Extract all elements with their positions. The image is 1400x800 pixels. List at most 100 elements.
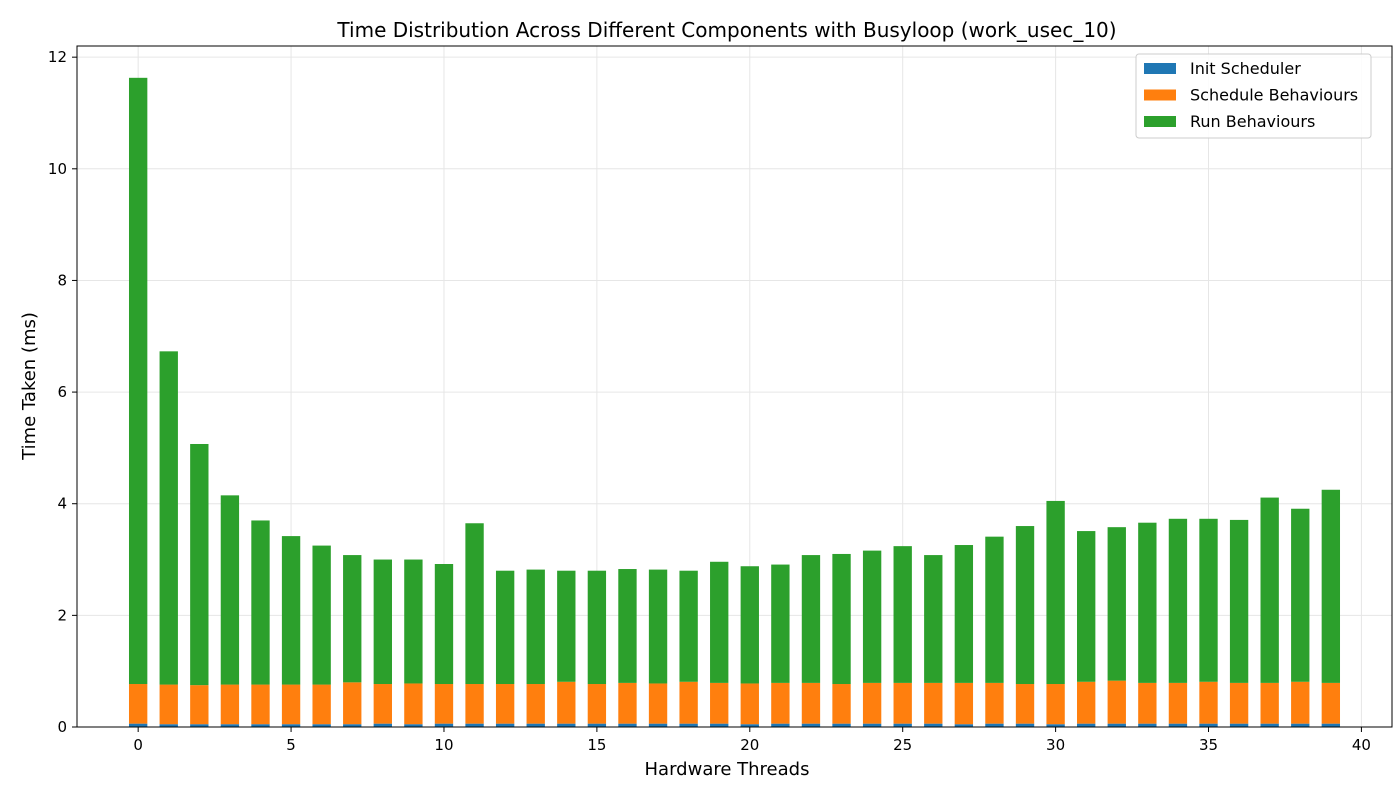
- bar-segment-2: [251, 684, 270, 725]
- x-tick-label: 15: [587, 736, 606, 754]
- bar-segment-1: [801, 723, 821, 727]
- bar-segment-3: [159, 351, 178, 685]
- bar-segment-2: [220, 684, 240, 725]
- x-tick-label: 35: [1199, 736, 1218, 754]
- bar-segment-2: [1321, 682, 1341, 724]
- y-tick-label: 0: [57, 718, 67, 736]
- bar-segment-3: [373, 559, 392, 685]
- bar-segment-2: [526, 684, 545, 724]
- bar-segment-3: [495, 570, 515, 685]
- bar-segment-3: [985, 536, 1004, 683]
- bar-segment-2: [679, 681, 698, 724]
- y-axis-label: Time Taken (ms): [19, 312, 40, 461]
- bar-segment-3: [801, 555, 821, 683]
- bar-segment-1: [312, 724, 331, 727]
- bar-segment-2: [495, 684, 515, 724]
- bar-segment-1: [740, 724, 759, 727]
- bar-segment-1: [128, 723, 148, 727]
- chart-title: Time Distribution Across Different Compo…: [336, 18, 1116, 42]
- bar-segment-1: [954, 724, 974, 727]
- legend-swatch: [1144, 63, 1176, 74]
- bar-segment-2: [128, 684, 148, 724]
- bar-segment-1: [465, 723, 484, 727]
- y-tick-label: 6: [57, 383, 67, 401]
- x-axis-label: Hardware Threads: [645, 759, 810, 780]
- x-tick-label: 0: [133, 736, 143, 754]
- bar-segment-3: [526, 569, 545, 685]
- bar-segment-2: [312, 684, 331, 725]
- bars-layer: [128, 77, 1341, 727]
- bar-segment-2: [465, 684, 484, 724]
- bar-segment-1: [495, 723, 515, 727]
- bar-segment-2: [1138, 682, 1157, 724]
- bar-segment-2: [832, 684, 851, 724]
- bar-segment-3: [557, 570, 576, 682]
- bar-segment-1: [159, 724, 178, 727]
- bar-segment-1: [190, 724, 209, 727]
- bar-segment-1: [1046, 724, 1065, 727]
- bar-segment-3: [679, 570, 698, 682]
- bar-segment-3: [771, 564, 790, 683]
- bar-segment-2: [1168, 682, 1188, 724]
- ticks-layer: 0 5 10 15 20 25 30 35 40 0 2 4 6 8 10 12: [48, 48, 1371, 754]
- bar-segment-2: [190, 685, 209, 725]
- bar-segment-1: [526, 723, 545, 727]
- plot-frame: [76, 45, 1393, 728]
- legend: Init Scheduler Schedule Behaviours Run Beh…: [1135, 53, 1372, 139]
- bar-segment-3: [1138, 522, 1157, 683]
- y-tick-label: 4: [57, 495, 67, 513]
- bar-segment-3: [1321, 489, 1341, 683]
- bar-segment-3: [251, 520, 270, 685]
- legend-swatch: [1144, 89, 1176, 101]
- bar-segment-3: [1260, 497, 1279, 683]
- bar-segment-2: [985, 682, 1004, 724]
- bar-segment-2: [373, 684, 392, 724]
- bar-segment-1: [924, 723, 943, 727]
- legend-label: Run Behaviours: [1190, 112, 1315, 131]
- bar-segment-2: [557, 681, 576, 724]
- bar-segment-3: [710, 561, 729, 683]
- bar-segment-2: [1291, 681, 1310, 724]
- bar-segment-1: [251, 724, 270, 727]
- bar-segment-3: [465, 523, 484, 685]
- bar-segment-2: [801, 682, 821, 724]
- bar-segment-2: [618, 682, 637, 724]
- legend-items: Init Scheduler Schedule Behaviours Run Beh…: [1144, 59, 1358, 131]
- bar-segment-1: [434, 723, 454, 727]
- bar-segment-3: [281, 536, 301, 685]
- bar-segment-1: [1199, 723, 1218, 727]
- y-tick-label: 12: [48, 48, 67, 66]
- bar-segment-3: [648, 569, 668, 684]
- bar-segment-1: [1168, 723, 1188, 727]
- bar-segment-2: [587, 684, 607, 724]
- bar-segment-1: [343, 724, 362, 727]
- bar-segment-1: [679, 723, 698, 727]
- bar-segment-3: [220, 495, 240, 685]
- bar-segment-1: [220, 724, 240, 727]
- bar-segment-2: [159, 684, 178, 725]
- bar-segment-1: [985, 723, 1004, 727]
- bar-segment-3: [128, 77, 148, 685]
- bar-segment-2: [893, 682, 912, 724]
- bar-segment-3: [1229, 519, 1249, 683]
- x-tick-label: 20: [740, 736, 759, 754]
- bar-segment-1: [893, 723, 912, 727]
- bar-segment-2: [862, 682, 882, 724]
- bar-segment-3: [1291, 508, 1310, 682]
- bar-segment-1: [1138, 723, 1157, 727]
- bar-segment-3: [893, 546, 912, 683]
- bar-segment-3: [312, 545, 331, 685]
- bar-segment-3: [190, 443, 209, 686]
- bar-segment-3: [434, 564, 454, 685]
- grid-layer: [77, 46, 1392, 728]
- bar-segment-1: [1291, 723, 1310, 727]
- y-tick-label: 2: [57, 606, 67, 624]
- bar-segment-2: [1107, 680, 1126, 724]
- bar-segment-2: [710, 682, 729, 724]
- bar-segment-1: [587, 723, 607, 727]
- bar-segment-1: [710, 723, 729, 727]
- bar-segment-1: [1229, 723, 1249, 727]
- bar-segment-1: [281, 724, 301, 727]
- legend-label: Init Scheduler: [1190, 59, 1301, 78]
